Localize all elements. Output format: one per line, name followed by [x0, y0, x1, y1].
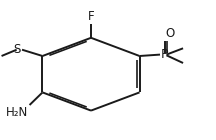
- Text: P: P: [161, 48, 168, 61]
- Text: H₂N: H₂N: [6, 106, 29, 119]
- Text: F: F: [88, 10, 94, 23]
- Text: O: O: [166, 27, 175, 40]
- Text: S: S: [14, 43, 21, 56]
